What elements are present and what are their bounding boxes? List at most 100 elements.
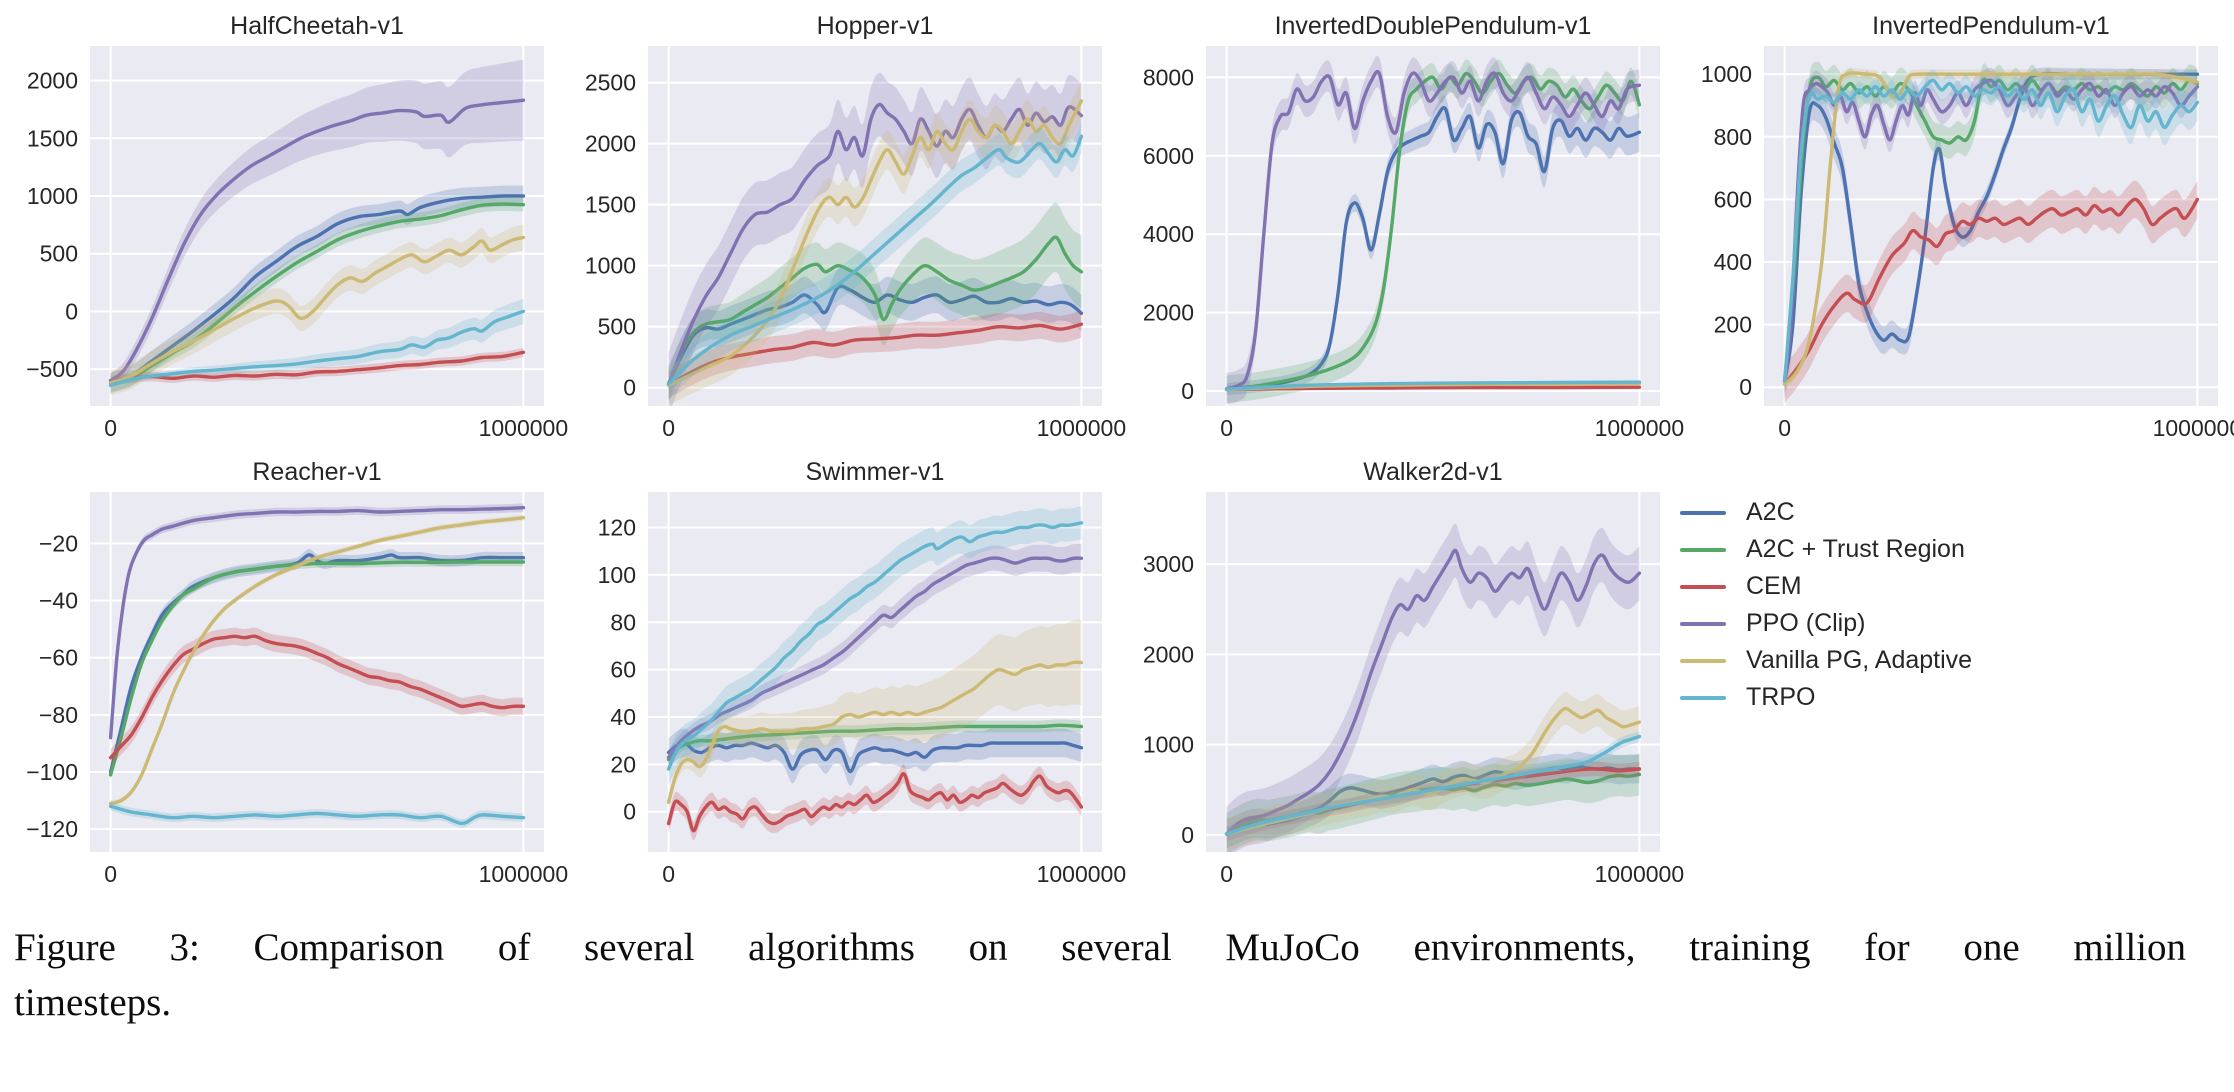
series-line — [666, 99, 1084, 387]
plot-svg: 8000 6000 4000 2000 00 1000000 — [1143, 46, 1684, 441]
plot-canvas-inverteddoublependulum: 8000 6000 4000 2000 0 0 1000000 — [1122, 42, 1684, 444]
legend-item: CEM — [1680, 568, 2234, 605]
y-tick-label: 0 — [65, 298, 78, 324]
chart-inverteddoublependulum: InvertedDoublePendulum-v1 8000 6000 4000 20… — [1122, 10, 1684, 444]
caption-line-2: timesteps. — [14, 981, 172, 1024]
y-tick-label: −80 — [39, 702, 78, 728]
confidence-band — [668, 72, 1082, 406]
axes-background — [90, 492, 544, 852]
figure-caption: Figure 3: Comparison of several algorith… — [14, 920, 2186, 1030]
series-line — [1224, 106, 1642, 391]
series-line — [666, 741, 1084, 774]
y-tick-label: 200 — [1714, 312, 1752, 338]
series-line — [108, 350, 526, 383]
y-tick-label: 2500 — [585, 70, 636, 96]
series-line — [666, 723, 1084, 762]
plot-title-inverteddoublependulum: InvertedDoublePendulum-v1 — [1274, 12, 1592, 40]
legend-item: TRPO — [1680, 679, 2234, 716]
series-line — [666, 102, 1084, 386]
legend-line-swatch — [1680, 658, 1726, 663]
y-tick-label: 1000 — [1143, 732, 1194, 758]
confidence-band — [668, 202, 1082, 399]
legend-label: CEM — [1746, 572, 1802, 600]
plot-title-invertedpendulum: InvertedPendulum-v1 — [1872, 12, 2110, 40]
y-tick-label: 800 — [1714, 124, 1752, 150]
legend-label: Vanilla PG, Adaptive — [1746, 646, 1973, 674]
series-line — [1224, 71, 1642, 391]
confidence-band — [668, 619, 1082, 810]
y-tick-label: 0 — [1181, 378, 1194, 404]
y-tick-label: 2000 — [1143, 300, 1194, 326]
legend-label: PPO (Clip) — [1746, 609, 1866, 637]
legend-item: PPO (Clip) — [1680, 605, 2234, 642]
x-tick-label: 1000000 — [2153, 415, 2234, 441]
confidence-band — [1226, 692, 1640, 851]
plot-svg: 2500 2000 1500 1000 500 00 1000000 — [585, 46, 1126, 441]
caption-line-1: Figure 3: Comparison of several algorith… — [14, 926, 2186, 969]
series-line — [108, 634, 526, 760]
series-line — [108, 98, 526, 383]
series-line — [666, 772, 1084, 833]
confidence-band — [1226, 731, 1640, 840]
y-tick-label: 3000 — [1143, 551, 1194, 577]
x-tick-label: 0 — [1220, 861, 1233, 887]
y-tick-label: 1000 — [27, 183, 78, 209]
x-tick-label: 0 — [1220, 415, 1233, 441]
series-line — [666, 556, 1084, 759]
chart-swimmer: Swimmer-v1 120 100 80 60 40 20 0 0 1000000 — [564, 456, 1127, 890]
y-tick-label: −60 — [39, 645, 78, 671]
legend: A2C A2C + Trust Region CEM PPO (Clip) Vanill… — [1680, 494, 2234, 716]
legend-line-swatch — [1680, 584, 1726, 589]
series-line — [108, 194, 526, 385]
y-tick-label: 600 — [1714, 186, 1752, 212]
confidence-band — [668, 544, 1082, 765]
series-line — [1782, 72, 2200, 383]
series-line — [1224, 548, 1642, 836]
subplot-grid: HalfCheetah-v1 2000 1500 1000 500 0 −500 0 1000… — [6, 10, 2234, 890]
x-tick-label: 1000000 — [1595, 415, 1685, 441]
series-line — [108, 235, 526, 385]
plot-title-halfcheetah: HalfCheetah-v1 — [230, 12, 404, 40]
series-line — [108, 516, 526, 806]
legend-item: A2C + Trust Region — [1680, 531, 2234, 568]
confidence-band — [1784, 67, 2198, 394]
y-tick-label: 1500 — [27, 125, 78, 151]
series-line — [108, 506, 526, 740]
legend-line-swatch — [1680, 621, 1726, 626]
y-tick-label: 0 — [1739, 374, 1752, 400]
y-tick-label: 40 — [610, 704, 636, 730]
y-tick-label: −500 — [26, 356, 78, 382]
y-tick-label: 2000 — [27, 68, 78, 94]
plot-title-reacher: Reacher-v1 — [252, 458, 382, 486]
plot-canvas-walker2d: 3000 2000 1000 0 0 1000000 — [1122, 488, 1684, 890]
x-tick-label: 1000000 — [479, 415, 569, 441]
plot-canvas-halfcheetah: 2000 1500 1000 500 0 −500 0 1000000 — [6, 42, 568, 444]
y-tick-label: 20 — [610, 751, 636, 777]
x-tick-label: 1000000 — [1595, 861, 1685, 887]
legend-label: TRPO — [1746, 683, 1816, 711]
series-line — [1782, 75, 2200, 383]
y-tick-label: 1500 — [585, 192, 636, 218]
confidence-band — [668, 728, 1082, 786]
confidence-band — [110, 59, 524, 388]
y-tick-label: 120 — [598, 515, 636, 541]
x-tick-label: 1000000 — [1037, 415, 1127, 441]
legend-item: Vanilla PG, Adaptive — [1680, 642, 2234, 679]
legend-label: A2C + Trust Region — [1746, 535, 1965, 563]
y-tick-label: 0 — [1181, 822, 1194, 848]
chart-hopper: Hopper-v1 2500 2000 1500 1000 500 0 0 1000000 — [564, 10, 1126, 444]
x-tick-label: 0 — [662, 861, 675, 887]
plot-title-swimmer: Swimmer-v1 — [805, 458, 945, 486]
series-line — [666, 521, 1084, 771]
y-tick-label: 1000 — [585, 253, 636, 279]
y-tick-label: −40 — [39, 588, 78, 614]
plot-svg: −20 −40 −60 −80 −100 −120 0 1000000 — [26, 492, 568, 887]
plot-svg: 3000 2000 1000 00 1000000 — [1143, 492, 1684, 887]
plot-canvas-reacher: −20 −40 −60 −80 −100 −120 0 1000000 — [6, 488, 568, 890]
confidence-band — [668, 120, 1082, 400]
chart-reacher: Reacher-v1 −20 −40 −60 −80 −100 −120 0 1000000 — [6, 456, 568, 890]
confidence-band — [1226, 761, 1640, 842]
plot-canvas-hopper: 2500 2000 1500 1000 500 0 0 1000000 — [564, 42, 1126, 444]
x-tick-label: 0 — [104, 861, 117, 887]
